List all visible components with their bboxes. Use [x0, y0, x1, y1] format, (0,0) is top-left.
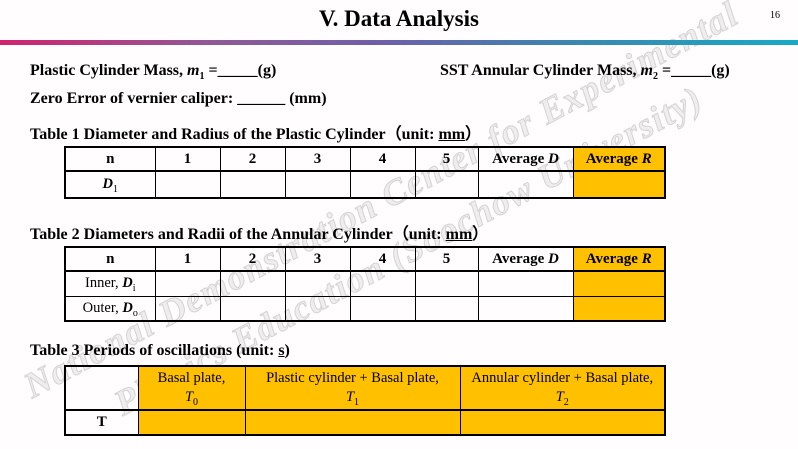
mass2-blank: =_____: [657, 62, 712, 79]
table2: n 1 2 3 4 5 Average D Average R Inner, D…: [64, 246, 666, 322]
table1-cell-5: [414, 170, 479, 199]
table2-caption-text: Table 2 Diameters and Radii of the Annul…: [30, 226, 446, 243]
table1-caption-close: ）: [465, 126, 482, 143]
table2-header-3: 3: [284, 246, 351, 272]
table1-header-average-r: Average R: [572, 146, 666, 172]
table2-caption-close: ）: [472, 226, 489, 243]
table1-cell-3: [284, 170, 351, 199]
mass2-field: SST Annular Cylinder Mass, m2 =_____(g): [440, 62, 730, 83]
table2-inner-cell-2: [219, 270, 286, 297]
gradient-divider: [0, 40, 798, 45]
table1-header-average-d: Average D: [477, 146, 574, 172]
table3-caption: Table 3 Periods of oscillations (unit: s…: [30, 342, 290, 360]
mass1-field: Plastic Cylinder Mass, m1 =_____(g): [30, 62, 277, 83]
table2-inner-cell-average-r: [572, 270, 666, 297]
mass2-unit: (g): [711, 62, 730, 79]
table2-header-n: n: [64, 246, 156, 272]
table3-header-plastic-basal: Plastic cylinder + Basal plate, T1: [244, 365, 461, 411]
table1-cell-4: [349, 170, 416, 199]
table3-cell-t0: [137, 409, 246, 436]
table3-caption-close: ): [284, 342, 290, 359]
mass2-var: m: [640, 62, 653, 79]
table2-header-4: 4: [349, 246, 416, 272]
table2-row-outer-label: Outer, Do: [64, 295, 156, 322]
table2-row-inner-label: Inner, Di: [64, 270, 156, 297]
mass1-label: Plastic Cylinder Mass,: [30, 62, 188, 79]
table1-row-d1-label: D1: [64, 170, 156, 199]
table3-header-corner: [64, 365, 139, 411]
page-number: 16: [770, 10, 780, 21]
mass2-sub: 2: [652, 71, 658, 83]
table3-cell-t2: [459, 409, 666, 436]
table1-cell-average-d: [477, 170, 574, 199]
table1: n 1 2 3 4 5 Average D Average R D1: [64, 146, 666, 199]
table2-outer-cell-average-d: [477, 295, 574, 322]
table1-cell-average-r: [572, 170, 666, 199]
table1-header-n: n: [64, 146, 156, 172]
table2-outer-cell-average-r: [572, 295, 666, 322]
table2-outer-cell-1: [154, 295, 221, 322]
mass1-sub: 1: [199, 71, 205, 83]
table3-cell-t1: [244, 409, 461, 436]
mass1-unit: (g): [257, 62, 277, 79]
table3-caption-text: Table 3 Periods of oscillations (unit:: [30, 342, 279, 359]
table1-header-1: 1: [154, 146, 221, 172]
table2-outer-cell-4: [349, 295, 416, 322]
table2-header-1: 1: [154, 246, 221, 272]
zero-error-label: Zero Error of vernier caliper:: [30, 90, 238, 107]
table2-inner-cell-5: [414, 270, 479, 297]
table2-inner-cell-3: [284, 270, 351, 297]
table3-caption-unit: s: [278, 342, 285, 359]
table2-header-average-r: Average R: [572, 246, 666, 272]
table1-caption: Table 1 Diameter and Radius of the Plast…: [30, 120, 481, 144]
table1-header-4: 4: [349, 146, 416, 172]
table1-header-2: 2: [219, 146, 286, 172]
mass1-var: m: [187, 62, 200, 79]
zero-error-unit: (mm): [285, 90, 327, 107]
table2-header-5: 5: [414, 246, 479, 272]
table3-header-basal-plate: Basal plate, T0: [137, 365, 246, 411]
mass2-label: SST Annular Cylinder Mass,: [440, 62, 641, 79]
zero-error-blank: ______: [237, 90, 286, 107]
table3-row-t-label: T: [64, 409, 139, 436]
table2-outer-cell-3: [284, 295, 351, 322]
table2-inner-cell-4: [349, 270, 416, 297]
table1-header-5: 5: [414, 146, 479, 172]
table2-header-2: 2: [219, 246, 286, 272]
page-title: V. Data Analysis: [319, 6, 479, 31]
mass1-blank: =_____: [204, 62, 258, 79]
table2-caption-unit: mm: [445, 226, 473, 243]
table2-caption: Table 2 Diameters and Radii of the Annul…: [30, 220, 488, 244]
table2-outer-cell-5: [414, 295, 479, 322]
table3: Basal plate, T0 Plastic cylinder + Basal…: [64, 365, 666, 436]
table2-inner-cell-1: [154, 270, 221, 297]
table1-cell-1: [154, 170, 221, 199]
table1-header-3: 3: [284, 146, 351, 172]
table3-header-annular-basal: Annular cylinder + Basal plate, T2: [459, 365, 666, 411]
table2-outer-cell-2: [219, 295, 286, 322]
zero-error-field: Zero Error of vernier caliper: ______ (m…: [30, 90, 327, 108]
table2-inner-cell-average-d: [477, 270, 574, 297]
table1-cell-2: [219, 170, 286, 199]
table1-caption-unit: mm: [438, 126, 466, 143]
table2-header-average-d: Average D: [477, 246, 574, 272]
table1-caption-text: Table 1 Diameter and Radius of the Plast…: [30, 126, 439, 143]
